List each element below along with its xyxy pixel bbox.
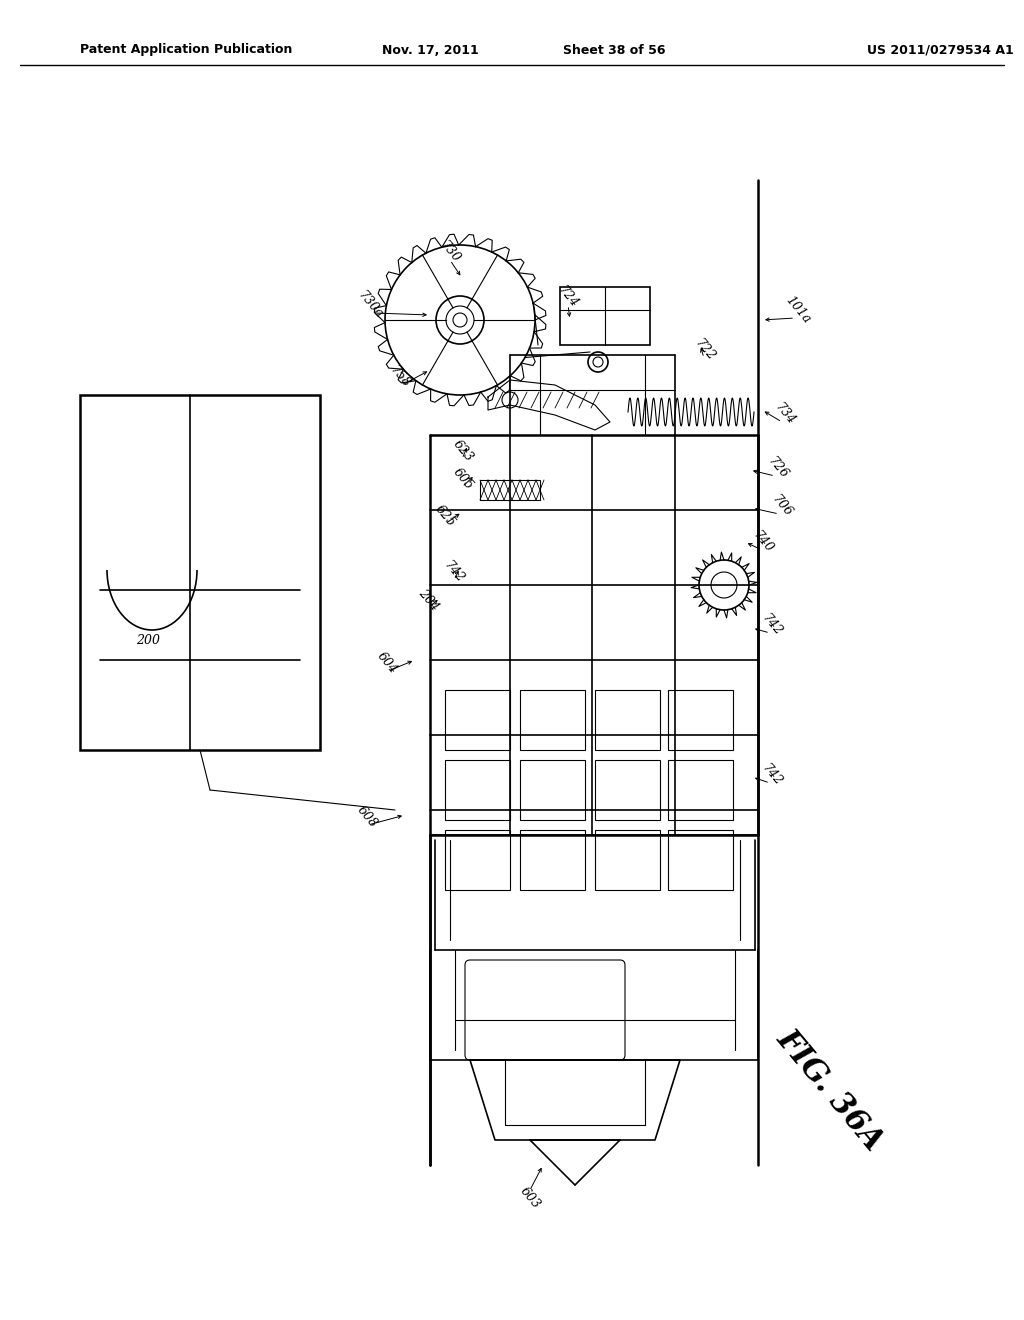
Bar (520, 760, 585, 820)
Text: 706: 706 (769, 492, 795, 519)
Text: 724: 724 (555, 284, 581, 310)
Text: 605: 605 (451, 466, 476, 492)
Bar (445, 830, 510, 890)
Bar (595, 830, 660, 890)
Text: 625: 625 (432, 503, 458, 529)
Bar (445, 690, 510, 750)
Bar (668, 760, 733, 820)
Text: 604: 604 (375, 649, 399, 676)
Bar (480, 480, 540, 500)
Bar (595, 690, 660, 750)
Text: 740: 740 (751, 528, 776, 556)
Text: US 2011/0279534 A1: US 2011/0279534 A1 (866, 44, 1014, 57)
Text: 742: 742 (760, 762, 784, 788)
Text: 722: 722 (692, 337, 718, 363)
Bar (520, 690, 585, 750)
Text: FIG. 36A: FIG. 36A (770, 1023, 890, 1156)
Text: Nov. 17, 2011: Nov. 17, 2011 (382, 44, 478, 57)
Text: Sheet 38 of 56: Sheet 38 of 56 (563, 44, 666, 57)
Text: 742: 742 (441, 558, 467, 585)
Text: 603: 603 (517, 1184, 543, 1212)
Text: 726: 726 (765, 454, 791, 482)
Text: 730a: 730a (355, 289, 385, 321)
Bar (560, 286, 650, 345)
Bar (520, 830, 585, 890)
Bar (668, 830, 733, 890)
Text: 734: 734 (772, 401, 798, 428)
Circle shape (593, 356, 603, 367)
Text: 742: 742 (760, 611, 784, 639)
Text: 608: 608 (354, 804, 380, 830)
Text: 730: 730 (437, 239, 463, 265)
Text: 758: 758 (387, 363, 413, 391)
Circle shape (453, 313, 467, 327)
Text: Patent Application Publication: Patent Application Publication (80, 44, 293, 57)
Bar (80, 395, 319, 750)
Bar (595, 760, 660, 820)
Text: 623: 623 (451, 438, 476, 465)
Text: 204: 204 (416, 586, 440, 614)
Text: 101a: 101a (783, 294, 813, 326)
Bar (445, 760, 510, 820)
Bar (668, 690, 733, 750)
Text: 200: 200 (136, 634, 160, 647)
